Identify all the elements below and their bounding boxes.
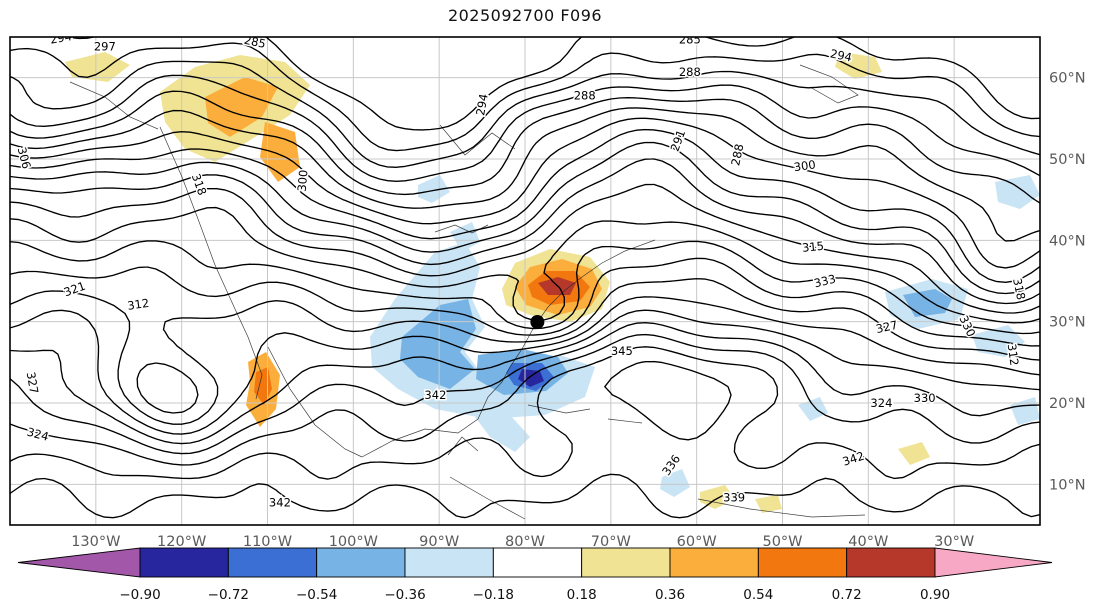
svg-text:−0.36: −0.36 [384,587,425,603]
colorbar: −0.90 −0.72 −0.54 −0.36 −0.18 0.18 0.36 0.54 0.7… [17,547,1053,603]
grid-lines [10,37,1040,525]
svg-text:297: 297 [94,40,116,54]
svg-text:0.54: 0.54 [743,587,773,603]
svg-text:30°N: 30°N [1049,315,1086,331]
svg-text:318: 318 [1010,277,1028,301]
shaded-region [903,289,952,317]
coastlines [69,64,866,520]
svg-text:40°W: 40°W [848,534,888,550]
svg-text:20°N: 20°N [1049,396,1086,412]
svg-text:130°W: 130°W [71,534,120,550]
svg-text:288: 288 [728,143,746,167]
svg-text:294: 294 [829,46,853,64]
svg-text:333: 333 [812,272,837,291]
svg-text:0.18: 0.18 [567,587,597,603]
shaded-region [660,469,690,497]
svg-text:10°N: 10°N [1049,477,1086,493]
storm-marker [530,314,545,329]
svg-text:324: 324 [870,396,892,410]
svg-text:345: 345 [611,344,633,358]
svg-text:327: 327 [24,371,42,395]
svg-text:−0.90: −0.90 [119,587,160,603]
plot-border [9,36,1041,526]
svg-text:0.90: 0.90 [920,587,950,603]
svg-text:30°W: 30°W [934,534,974,550]
colorbar-scale [17,547,1053,578]
svg-text:0.36: 0.36 [655,587,685,603]
svg-text:100°W: 100°W [329,534,378,550]
svg-text:339: 339 [723,491,745,505]
contour-lines [10,37,1040,519]
svg-text:300: 300 [295,169,311,192]
svg-text:315: 315 [801,239,824,255]
shaded-region [205,77,278,137]
svg-text:50°W: 50°W [762,534,802,550]
svg-text:60°W: 60°W [677,534,717,550]
shaded-region [1010,397,1040,425]
svg-text:60°N: 60°N [1049,71,1086,87]
svg-text:300: 300 [793,157,817,174]
svg-text:−0.54: −0.54 [296,587,337,603]
svg-text:342: 342 [424,388,446,402]
svg-text:110°W: 110°W [243,534,292,550]
x-axis-tick-labels: 130°W 120°W 110°W 100°W 90°W 80°W 70°W 60°W 50°W… [71,534,974,550]
svg-text:327: 327 [875,318,899,336]
coastline-path [69,64,866,520]
svg-text:90°W: 90°W [419,534,459,550]
svg-text:294: 294 [473,93,491,117]
svg-text:50°N: 50°N [1049,152,1086,168]
svg-text:288: 288 [679,65,701,79]
svg-text:312: 312 [1005,343,1022,367]
shaded-region [755,495,782,513]
shaded-region [700,485,735,509]
svg-text:342: 342 [269,496,291,510]
colorbar-tick-labels: −0.90 −0.72 −0.54 −0.36 −0.18 0.18 0.36 0.54 0.7… [119,587,950,603]
shaded-region [995,175,1040,209]
svg-text:70°W: 70°W [591,534,631,550]
shaded-region [418,175,450,203]
y-axis-tick-labels: 10°N 20°N 30°N 40°N 50°N 60°N [1049,71,1086,494]
svg-text:0.72: 0.72 [832,587,862,603]
svg-text:312: 312 [126,296,150,313]
svg-text:288: 288 [574,89,596,103]
shaded-region [450,222,480,252]
svg-text:40°N: 40°N [1049,233,1086,249]
svg-text:−0.72: −0.72 [208,587,249,603]
chart-title: 2025092700 F096 [447,6,603,25]
svg-text:285: 285 [679,32,701,46]
svg-text:−0.18: −0.18 [473,587,514,603]
svg-text:294: 294 [49,29,73,47]
svg-text:80°W: 80°W [505,534,545,550]
svg-text:120°W: 120°W [157,534,206,550]
shaded-region [898,442,930,465]
shaded-region [835,52,882,79]
shaded-region [475,397,530,452]
shaded-region [65,52,130,82]
svg-text:330: 330 [914,391,936,405]
